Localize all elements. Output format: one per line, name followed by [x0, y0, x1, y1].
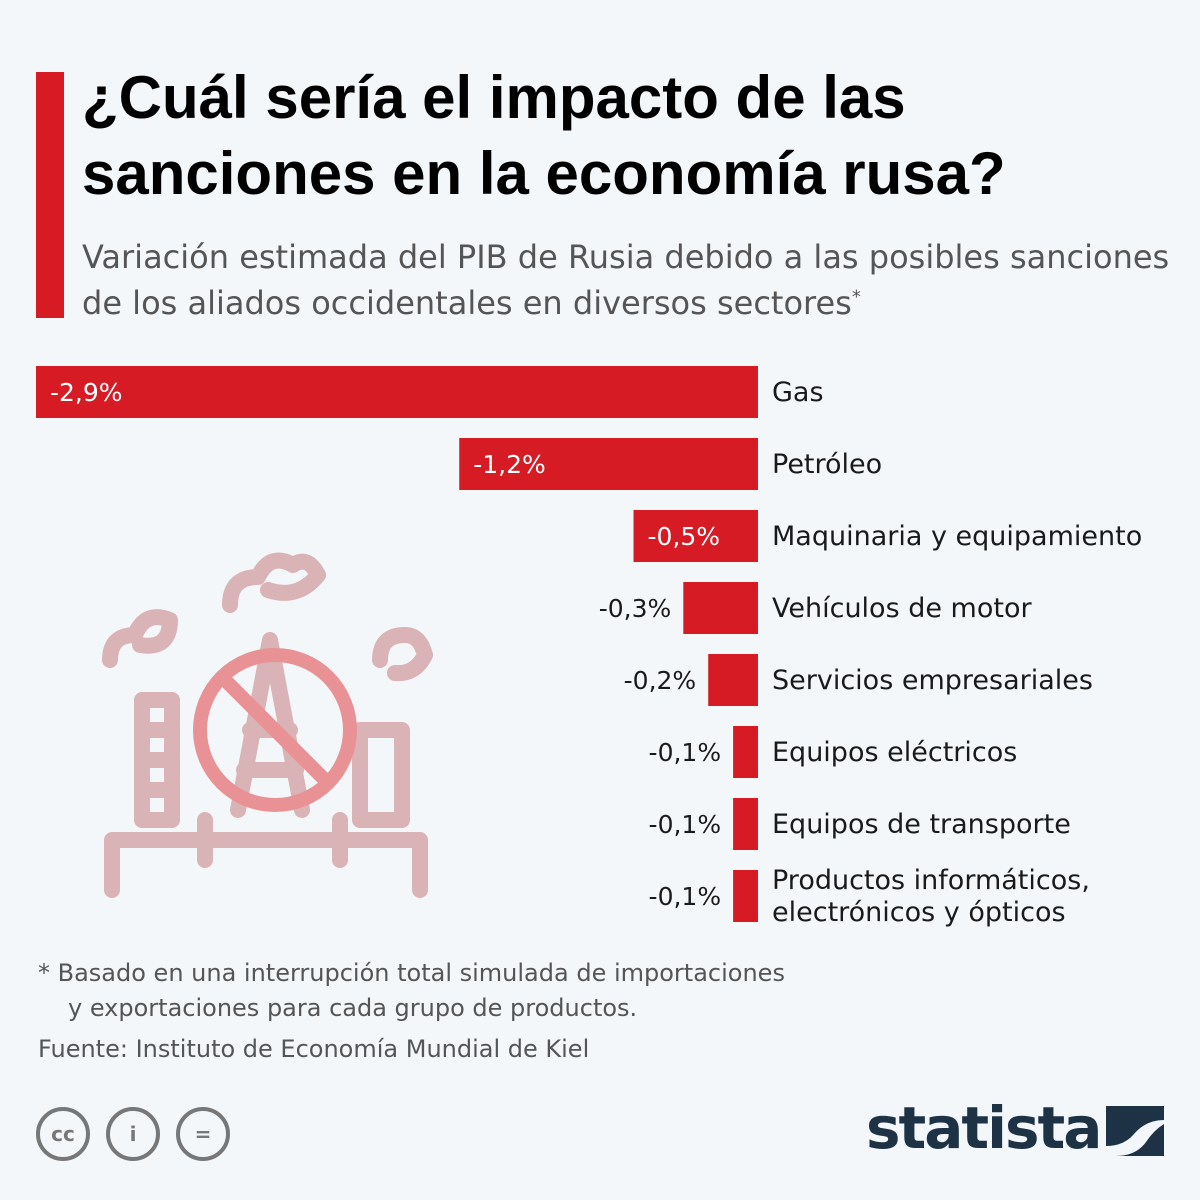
bar-value-label: -0,1% — [649, 738, 722, 767]
footnote-line-1: * Basado en una interrupción total simul… — [38, 959, 785, 987]
bar — [733, 726, 758, 778]
source-text: Fuente: Instituto de Economía Mundial de… — [38, 1035, 590, 1063]
license-icons: cc i = — [36, 1107, 230, 1161]
category-label: Equipos de transporte — [772, 809, 1071, 840]
category-label: Productos informáticos, electrónicos y óp… — [772, 865, 1090, 928]
attribution-icon[interactable]: i — [106, 1107, 160, 1161]
bar-chart: -2,9% Gas -1,2% Petróleo -0,5% Maquinaria y e… — [36, 366, 1142, 928]
bar — [633, 510, 758, 562]
bar — [733, 798, 758, 850]
category-label: Maquinaria y equipamiento — [772, 521, 1142, 552]
bar-value-label: -2,9% — [50, 378, 123, 407]
category-label: Equipos eléctricos — [772, 737, 1017, 768]
bar — [733, 870, 758, 922]
subtitle-asterisk: * — [851, 286, 861, 308]
bar-value-label: -0,1% — [649, 810, 722, 839]
subtitle-text: Variación estimada del PIB de Rusia debi… — [82, 238, 1170, 322]
bar-value-label: -0,3% — [599, 594, 672, 623]
derrick-shape — [230, 632, 310, 818]
bar-value-label: -1,2% — [473, 450, 546, 479]
statista-logo-icon — [1106, 1106, 1164, 1156]
bar — [36, 366, 758, 418]
bar-value-label: -0,1% — [649, 882, 722, 911]
prohibition-slash-shape — [215, 670, 335, 790]
statista-logo-text[interactable]: statista — [866, 1094, 1102, 1162]
bar-group: -2,9% Gas -1,2% Petróleo -0,5% Maquinaria y e… — [36, 366, 1142, 928]
bar-value-label: -0,5% — [648, 522, 721, 551]
bar-value-label: -0,2% — [624, 666, 697, 695]
smoke-left-shape — [102, 609, 178, 668]
title-accent-bar — [36, 72, 64, 318]
category-label: Gas — [772, 377, 824, 408]
cc-icon[interactable]: cc — [36, 1107, 90, 1161]
smoke-center-shape — [222, 552, 326, 613]
prohibition-circle-shape — [193, 648, 357, 812]
footnote-line-2: y exportaciones para cada grupo de produ… — [68, 994, 638, 1022]
right-tank-shape — [352, 722, 410, 828]
bar — [683, 582, 758, 634]
no-derivatives-icon[interactable]: = — [176, 1107, 230, 1161]
bar — [459, 438, 758, 490]
pipeline-shape — [104, 832, 428, 898]
category-label: Servicios empresariales — [772, 665, 1093, 696]
bar — [708, 654, 758, 706]
chart-subtitle: Variación estimada del PIB de Rusia debi… — [82, 234, 1182, 326]
oil-rig-prohibited-icon — [102, 552, 433, 898]
footnote: * Basado en una interrupción total simul… — [38, 956, 1038, 1026]
smoke-right-shape — [372, 627, 433, 682]
category-label: Vehículos de motor — [772, 593, 1032, 624]
category-label: Petróleo — [772, 449, 882, 480]
chart-title: ¿Cuál sería el impacto de las sanciones … — [82, 64, 1006, 207]
